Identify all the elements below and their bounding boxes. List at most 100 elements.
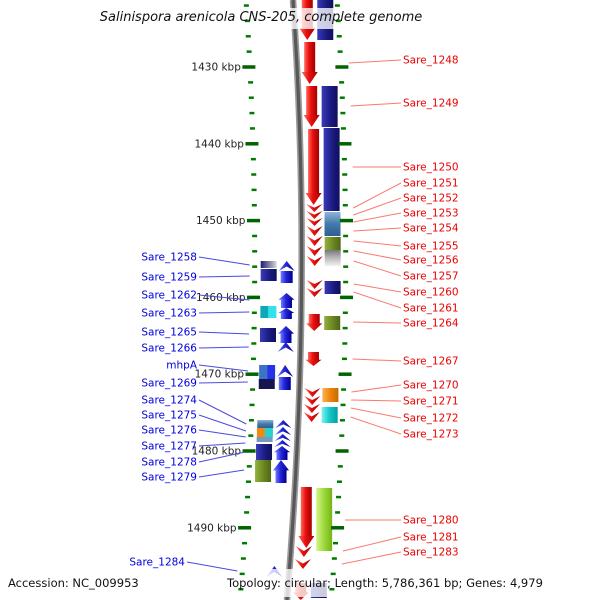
gene-arrow-Sare_1279-fwd[interactable] [273,460,290,471]
gene-arrow-Sare_1266-fwd[interactable] [277,342,294,352]
gene-arrow-Sare_1264-rev[interactable] [306,323,323,331]
gene-arrow-Sare_1251-rev[interactable] [306,204,323,212]
annotation-block[interactable] [324,237,341,250]
gene-label-Sare_1267[interactable]: Sare_1267 [403,356,459,368]
gene-arrow-Sare_1279-fwd[interactable] [275,469,287,483]
gene-label-Sare_1253[interactable]: Sare_1253 [403,208,459,220]
gene-arrow-Sare_1271-rev[interactable] [304,396,321,405]
gene-label-Sare_1272[interactable]: Sare_1272 [403,413,459,425]
gene-arrow-Sare_1277-fwd[interactable] [274,440,291,447]
gene-arrow-rev[interactable] [299,28,316,40]
annotation-block[interactable] [324,316,341,330]
gene-arrow-Sare_1265-fwd[interactable] [280,332,292,343]
gene-label-Sare_1275[interactable]: Sare_1275 [141,410,197,422]
gene-arrow-Sare_1249-rev[interactable] [306,86,318,116]
gene-arrow-Sare_1261-rev[interactable] [306,288,323,297]
gene-label-Sare_1264[interactable]: Sare_1264 [403,318,459,330]
gene-label-Sare_1255[interactable]: Sare_1255 [403,241,459,253]
gene-arrow-Sare_1260-rev[interactable] [306,280,323,289]
gene-label-Sare_1256[interactable]: Sare_1256 [403,255,459,267]
annotation-block[interactable] [321,86,338,127]
gene-arrow-Sare_1259-fwd[interactable] [280,271,293,283]
annotation-block[interactable] [256,437,273,442]
annotation-block[interactable] [260,261,277,268]
annotation-block[interactable] [324,281,341,294]
gene-label-Sare_1284[interactable]: Sare_1284 [129,557,185,569]
gene-label-Sare_1259[interactable]: Sare_1259 [141,272,197,284]
annotation-block[interactable] [267,365,276,379]
gene-arrow-Sare_1280-rev[interactable] [298,536,315,548]
gene-arrow-Sare_1265-fwd[interactable] [278,326,295,334]
gene-label-Sare_1258[interactable]: Sare_1258 [141,252,197,264]
gene-label-Sare_1276[interactable]: Sare_1276 [141,425,197,437]
gene-arrow-mhpA-fwd[interactable] [277,365,294,377]
annotation-block[interactable] [255,460,272,482]
gene-label-Sare_1249[interactable]: Sare_1249 [403,98,459,110]
gene-arrow-Sare_1250-rev[interactable] [305,193,322,205]
gene-label-Sare_1251[interactable]: Sare_1251 [403,178,459,190]
gene-label-Sare_1279[interactable]: Sare_1279 [141,472,197,484]
annotation-block[interactable] [323,128,340,211]
gene-arrow-Sare_1280-rev[interactable] [300,487,312,537]
annotation-block[interactable] [264,428,273,437]
gene-arrow-Sare_1254-rev[interactable] [306,226,323,236]
gene-label-Sare_1257[interactable]: Sare_1257 [403,271,459,283]
annotation-block[interactable] [324,250,341,266]
gene-arrow-Sare_1276-fwd[interactable] [274,434,291,441]
gene-arrow-Sare_1258-fwd[interactable] [278,261,295,271]
gene-label-Sare_1270[interactable]: Sare_1270 [403,380,459,392]
gene-label-Sare_1280[interactable]: Sare_1280 [403,515,459,527]
gene-label-Sare_1254[interactable]: Sare_1254 [403,223,459,235]
gene-arrow-Sare_1263-fwd[interactable] [278,308,295,313]
gene-label-Sare_1263[interactable]: Sare_1263 [141,308,197,320]
gene-arrow-Sare_1275-fwd[interactable] [274,427,291,435]
gene-arrow-Sare_1255-rev[interactable] [306,236,323,246]
annotation-block[interactable] [322,388,339,402]
annotation-block[interactable] [260,269,277,281]
gene-arrow-Sare_1263-fwd[interactable] [280,311,292,319]
gene-label-Sare_1248[interactable]: Sare_1248 [403,55,459,67]
annotation-block[interactable] [260,306,269,318]
gene-label-Sare_1252[interactable]: Sare_1252 [403,193,459,205]
annotation-block[interactable] [259,365,268,379]
gene-arrow-Sare_1248-rev[interactable] [301,72,318,84]
annotation-block[interactable] [324,212,341,236]
gene-label-Sare_1261[interactable]: Sare_1261 [403,303,459,315]
gene-label-Sare_1283[interactable]: Sare_1283 [403,547,459,559]
gene-arrow-Sare_1269-fwd[interactable] [278,377,291,390]
gene-arrow-Sare_1264-rev[interactable] [308,314,320,325]
annotation-block[interactable] [256,428,265,437]
gene-label-Sare_1250[interactable]: Sare_1250 [403,162,459,174]
annotation-block[interactable] [257,420,274,428]
gene-arrow-Sare_1267-rev[interactable] [305,359,322,366]
annotation-block[interactable] [268,306,277,318]
gene-arrow-Sare_1273-rev[interactable] [303,412,320,422]
gene-label-Sare_1278[interactable]: Sare_1278 [141,457,197,469]
gene-label-Sare_1274[interactable]: Sare_1274 [141,395,197,407]
annotation-block[interactable] [259,328,276,342]
gene-arrow-Sare_1262-fwd[interactable] [278,293,295,300]
gene-arrow-Sare_1270-rev[interactable] [304,388,321,397]
gene-label-mhpA[interactable]: mhpA [166,360,198,372]
gene-label-Sare_1269[interactable]: Sare_1269 [141,378,197,390]
gene-arrow-Sare_1257-rev[interactable] [306,256,323,266]
gene-arrow-Sare_1250-rev[interactable] [308,129,320,194]
gene-arrow-Sare_1252-rev[interactable] [306,211,323,219]
gene-arrow-Sare_1274-fwd[interactable] [275,420,292,428]
gene-arrow-Sare_1272-rev[interactable] [303,404,320,413]
gene-arrow-Sare_1256-rev[interactable] [306,246,323,256]
gene-arrow-Sare_1278-fwd[interactable] [276,451,288,460]
gene-label-Sare_1273[interactable]: Sare_1273 [403,429,459,441]
gene-label-Sare_1262[interactable]: Sare_1262 [141,290,197,302]
gene-arrow-Sare_1281-rev[interactable] [295,546,312,557]
gene-label-Sare_1271[interactable]: Sare_1271 [403,396,459,408]
gene-label-Sare_1281[interactable]: Sare_1281 [403,532,459,544]
annotation-block[interactable] [321,407,338,423]
annotation-block[interactable] [256,444,273,460]
annotation-block[interactable] [316,488,333,551]
annotation-block[interactable] [258,379,275,389]
gene-label-Sare_1266[interactable]: Sare_1266 [141,343,197,355]
gene-label-Sare_1265[interactable]: Sare_1265 [141,327,197,339]
gene-label-Sare_1277[interactable]: Sare_1277 [141,441,197,453]
gene-arrow-Sare_1267-rev[interactable] [307,352,319,361]
